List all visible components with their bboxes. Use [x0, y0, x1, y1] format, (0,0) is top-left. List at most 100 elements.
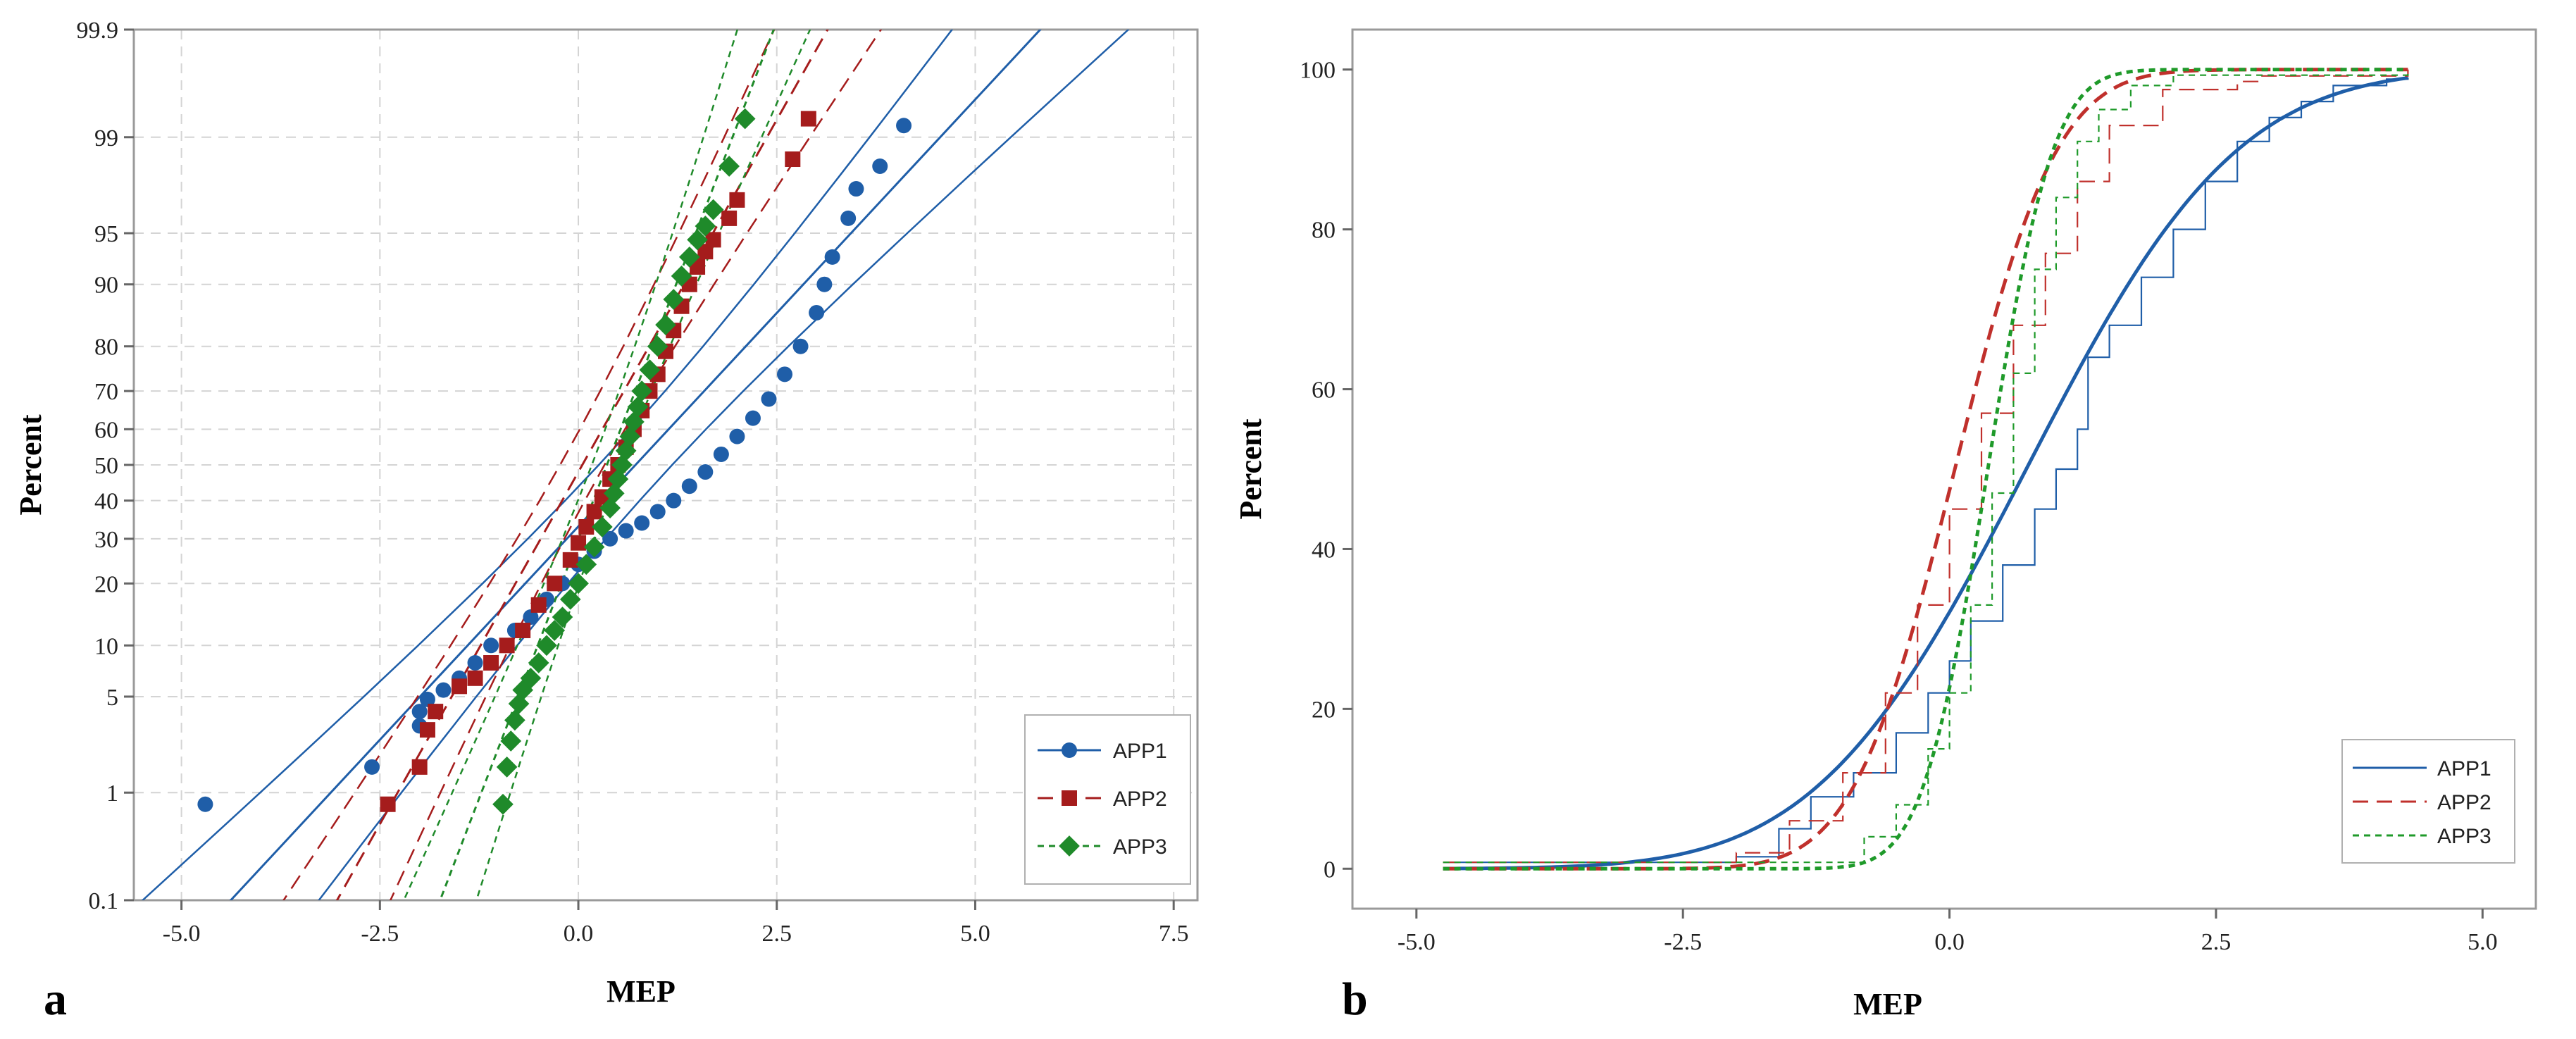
data-point-APP3 — [496, 756, 518, 778]
data-point-APP3 — [544, 620, 566, 641]
data-point-APP3 — [520, 667, 542, 689]
data-point-APP2 — [547, 576, 563, 592]
data-point-APP3 — [687, 229, 708, 251]
data-point-APP3 — [583, 536, 605, 558]
data-point-APP3 — [500, 730, 522, 752]
data-point-APP1 — [523, 609, 539, 626]
y-axis-title: Percent — [1233, 418, 1268, 520]
data-point-APP1 — [896, 118, 912, 134]
ecdf-step-APP1 — [1443, 77, 2409, 864]
data-point-APP3 — [647, 335, 668, 357]
data-point-APP3 — [702, 199, 724, 220]
x-tick-label: -5.0 — [1398, 929, 1436, 955]
y-tick-label: 20 — [94, 571, 118, 597]
data-point-APP1 — [729, 428, 745, 444]
data-point-APP3 — [695, 216, 716, 237]
data-point-APP3 — [552, 606, 573, 628]
x-axis-title: MEP — [1853, 987, 1922, 1021]
data-point-APP3 — [627, 396, 649, 418]
data-point-APP3 — [504, 709, 525, 731]
data-point-APP1 — [840, 210, 857, 226]
data-point-APP2 — [530, 597, 547, 613]
data-point-APP2 — [800, 111, 816, 127]
data-point-APP3 — [599, 497, 621, 518]
data-point-APP1 — [809, 304, 825, 321]
data-point-APP2 — [467, 670, 483, 686]
panel-a-probability-plot: -5.0 -2.5 0.0 2.5 5.0 7.5 0.1 1 5 10 20 30 40 50 60 70 8… — [13, 18, 1199, 1025]
data-point-APP1 — [618, 523, 634, 539]
confidence-band-APP1 — [318, 30, 1130, 900]
data-point-APP1 — [681, 478, 697, 494]
y-tick-label: 1 — [106, 780, 118, 807]
ecdf-step-APP2 — [1443, 69, 2409, 864]
x-tick-label: 0.0 — [564, 921, 594, 947]
data-point-APP3 — [655, 314, 676, 335]
y-tick-label: 10 — [94, 633, 118, 659]
data-point-APP3 — [718, 156, 740, 177]
x-tick-label: 2.5 — [2201, 929, 2232, 955]
x-tick-label: -2.5 — [1664, 929, 1702, 955]
legend-marker-APP2 — [1062, 790, 1077, 806]
legend-label-APP1: APP1 — [2437, 757, 2491, 780]
legend-box — [2341, 739, 2515, 864]
data-point-APP2 — [428, 704, 444, 720]
legend-label-APP2: APP2 — [2437, 791, 2491, 814]
data-point-APP2 — [586, 504, 602, 520]
data-point-APP3 — [671, 266, 692, 287]
data-point-APP2 — [697, 244, 714, 260]
x-tick-label: 5.0 — [960, 921, 990, 947]
x-tick-label: 2.5 — [762, 921, 792, 947]
data-point-APP1 — [666, 492, 682, 509]
data-point-APP3 — [536, 635, 557, 657]
x-tick-label: 7.5 — [1159, 921, 1189, 947]
data-point-APP1 — [777, 366, 793, 382]
legend-box — [1024, 714, 1191, 885]
data-point-APP3 — [568, 573, 589, 595]
data-point-APP2 — [721, 210, 738, 226]
data-point-APP1 — [483, 637, 499, 654]
confidence-band-APP1 — [141, 30, 954, 900]
data-point-APP1 — [713, 446, 729, 462]
data-point-APP3 — [508, 693, 530, 714]
plot-area — [141, 30, 1130, 900]
y-tick-label: 60 — [1312, 378, 1336, 404]
data-point-APP1 — [761, 391, 777, 407]
x-tick-label: -5.0 — [163, 921, 201, 947]
x-tick-label: 0.0 — [1934, 929, 1965, 955]
data-point-APP2 — [729, 192, 745, 208]
data-point-APP3 — [512, 679, 534, 701]
confidence-band-APP3 — [402, 30, 739, 900]
fit-curve-APP3 — [1443, 68, 2408, 871]
y-tick-label: 80 — [94, 335, 118, 361]
data-point-APP1 — [816, 276, 833, 292]
data-point-APP2 — [785, 151, 801, 168]
legend-label-APP3: APP3 — [2437, 825, 2491, 848]
fit-curve-APP1 — [1443, 76, 2408, 871]
y-tick-label: 99 — [94, 125, 118, 151]
data-point-APP3 — [623, 411, 645, 433]
data-point-APP3 — [639, 359, 661, 380]
y-tick-label: 70 — [94, 379, 118, 405]
data-point-APP3 — [678, 247, 700, 268]
ecdf-step-APP3 — [1443, 69, 2409, 864]
data-point-APP3 — [575, 554, 597, 576]
legend-label-APP1: APP1 — [1113, 740, 1167, 763]
confidence-band-APP2 — [282, 30, 776, 900]
data-point-APP1 — [364, 759, 380, 775]
y-tick-label: 90 — [94, 273, 118, 299]
data-point-APP1 — [602, 530, 618, 547]
data-point-APP2 — [380, 796, 396, 812]
data-point-APP2 — [571, 535, 587, 551]
data-point-APP2 — [578, 518, 595, 535]
data-point-APP3 — [663, 289, 685, 310]
data-point-APP1 — [467, 654, 483, 671]
data-point-APP2 — [483, 654, 499, 671]
data-point-APP3 — [559, 588, 581, 610]
y-axis-title: Percent — [13, 414, 48, 516]
data-point-APP1 — [411, 704, 428, 720]
y-tick-label: 50 — [94, 453, 118, 479]
data-point-APP3 — [734, 108, 756, 130]
data-point-APP1 — [197, 796, 213, 812]
data-point-APP1 — [649, 504, 666, 520]
